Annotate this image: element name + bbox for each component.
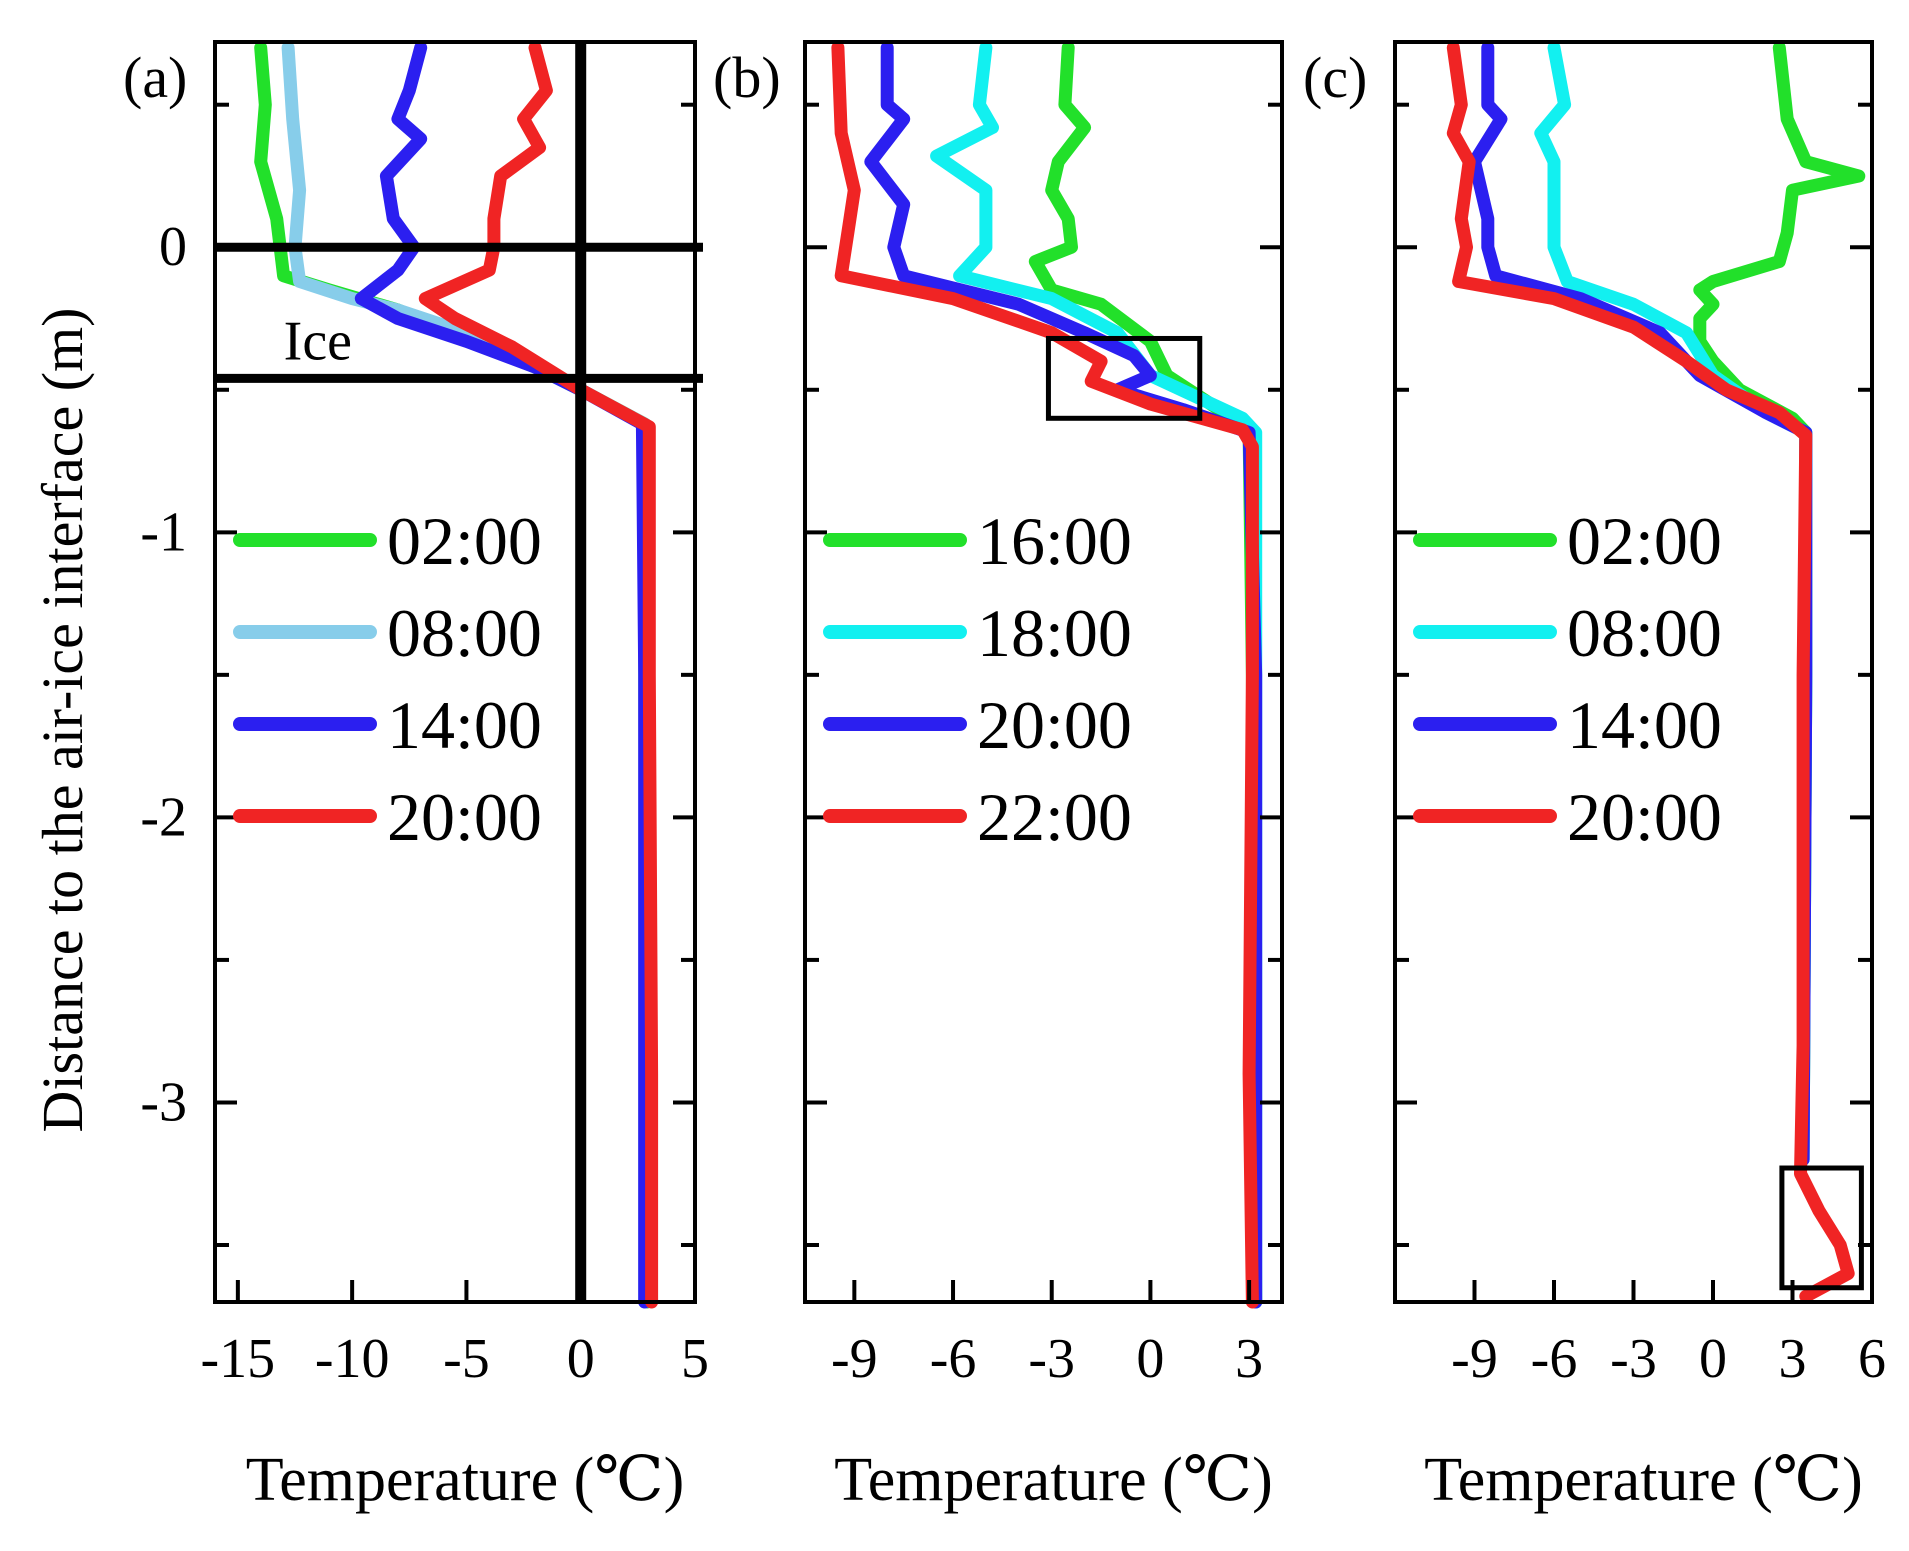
series-line-1600	[1028, 41, 1263, 1309]
series-line-1400	[354, 41, 652, 1309]
highlight-box	[1045, 335, 1203, 421]
x-axis-label: Temperature (℃)	[1424, 1446, 1863, 1514]
series-line-2000	[418, 41, 659, 1309]
panel-label: (b)	[713, 45, 781, 110]
x-tick-label: -6	[930, 1328, 977, 1390]
x-tick-label: 0	[567, 1328, 595, 1390]
x-tick-label: -15	[201, 1328, 276, 1390]
series-line-1800	[930, 41, 1263, 1309]
x-tick-label: -5	[443, 1328, 490, 1390]
series-line-0200	[254, 41, 654, 1309]
legend-label: 20:00	[977, 687, 1132, 763]
legend-label: 02:00	[1567, 503, 1722, 579]
x-tick-label: 3	[1779, 1328, 1807, 1390]
series-line-2000	[1446, 41, 1855, 1303]
x-tick-label: -9	[1451, 1328, 1498, 1390]
panel-label: (c)	[1303, 45, 1367, 110]
y-tick-label: 0	[159, 216, 187, 278]
legend-label: 20:00	[387, 779, 542, 855]
x-tick-label: -6	[1531, 1328, 1578, 1390]
x-axis-label: Temperature (℃)	[246, 1446, 685, 1514]
panel-label: (a)	[123, 45, 187, 110]
x-tick-label: -3	[1610, 1328, 1657, 1390]
x-tick-label: -9	[831, 1328, 878, 1390]
legend-label: 18:00	[977, 595, 1132, 671]
legend-label: 08:00	[1567, 595, 1722, 671]
series-line-2200	[831, 41, 1259, 1309]
highlight-box	[1779, 1165, 1864, 1291]
legend-label: 16:00	[977, 503, 1132, 579]
axes-frame	[803, 40, 1284, 1304]
axes-frame	[213, 40, 697, 1304]
x-tick-label: 0	[1136, 1328, 1164, 1390]
annotation-ice: Ice	[284, 310, 352, 372]
x-tick-label: -10	[315, 1328, 390, 1390]
legend-label: 08:00	[387, 595, 542, 671]
y-tick-label: -1	[140, 501, 187, 563]
y-tick-label: -2	[140, 786, 187, 848]
legend-label: 22:00	[977, 779, 1132, 855]
x-tick-label: 3	[1235, 1328, 1263, 1390]
panel-a: 0 -1 -2 -3 -15 -10 -5 0 5 Temperature (℃) (a) 02:00…	[123, 40, 709, 1514]
legend-label: 14:00	[387, 687, 542, 763]
y-tick-label: -3	[140, 1071, 187, 1133]
series-line-0200	[1693, 41, 1866, 1166]
x-axis-label: Temperature (℃)	[834, 1446, 1273, 1514]
legend-label: 02:00	[387, 503, 542, 579]
y-axis-label: Distance to the air-ice interface (m)	[30, 308, 95, 1133]
x-tick-label: 6	[1858, 1328, 1886, 1390]
series-line-2000	[864, 41, 1263, 1309]
x-tick-label: -3	[1028, 1328, 1075, 1390]
panel-c: -9 -6 -3 0 3 6 Temperature (℃) (c) 02:00 08:00 14:…	[1303, 40, 1886, 1514]
series-line-0800	[281, 41, 652, 1309]
legend-label: 14:00	[1567, 687, 1722, 763]
x-tick-label: 5	[681, 1328, 709, 1390]
legend-label: 20:00	[1567, 779, 1722, 855]
x-tick-label: 0	[1699, 1328, 1727, 1390]
panel-b: -9 -6 -3 0 3 Temperature (℃) (b) 16:00 18:00 20:0…	[713, 40, 1284, 1514]
